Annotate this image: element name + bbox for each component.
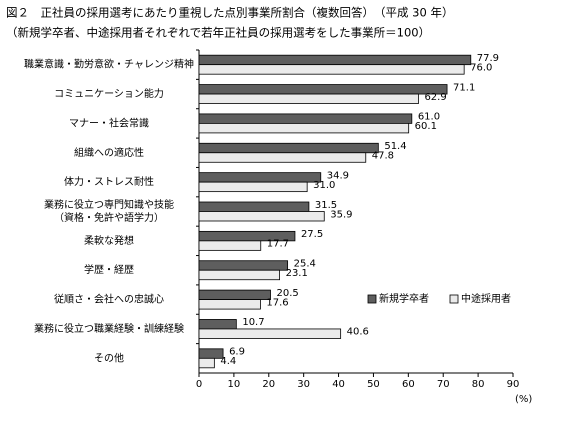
bar <box>198 201 310 212</box>
y-tick-label: 学歴・経歴 <box>84 263 134 276</box>
x-tick-label: 90 <box>507 379 520 390</box>
bar <box>198 211 325 222</box>
legend-swatch <box>367 294 377 304</box>
value-label: 71.1 <box>453 82 475 93</box>
x-tick-label: 30 <box>297 379 310 390</box>
value-label: 61.0 <box>418 112 440 123</box>
value-label: 47.8 <box>372 151 394 162</box>
bar <box>198 289 271 300</box>
legend-label: 中途採用者 <box>461 292 511 305</box>
value-label: 40.6 <box>347 327 369 338</box>
y-tick-label: 業務に役立つ専門知識や技能（資格・免許や語学力） <box>44 198 174 224</box>
value-label: 62.9 <box>424 92 446 103</box>
value-label: 4.4 <box>220 356 236 367</box>
value-label: 17.6 <box>266 297 288 308</box>
y-tick-label: 体力・ストレス耐性 <box>64 175 154 188</box>
bar <box>198 319 237 330</box>
legend-label: 新規学卒者 <box>379 292 429 305</box>
y-tick-label: その他 <box>94 351 124 364</box>
y-tick-label: 組織への適応性 <box>74 146 144 159</box>
bar <box>198 123 410 134</box>
value-label: 31.5 <box>315 200 337 211</box>
bar <box>198 357 215 369</box>
bar <box>198 299 261 310</box>
value-label: 17.7 <box>267 239 289 250</box>
x-tick-label: 60 <box>402 379 415 390</box>
bar <box>198 152 367 163</box>
value-label: 76.0 <box>470 62 492 73</box>
y-tick-label: コミュニケーション能力 <box>54 87 164 100</box>
value-label: 10.7 <box>242 317 264 328</box>
value-label: 6.9 <box>229 347 245 358</box>
x-tick-label: 0 <box>196 379 202 390</box>
chart-title: 図２ 正社員の採用選考にあたり重視した点別事業所割合（複数回答） （平成 30 … <box>6 6 453 20</box>
x-tick-label: 80 <box>472 379 485 390</box>
bar <box>198 84 448 95</box>
value-label: 60.1 <box>415 121 437 132</box>
x-tick-label: 40 <box>332 379 345 390</box>
chart-subtitle: （新規学卒者、中途採用者それぞれで若年正社員の採用選考をした事業所＝100） <box>6 26 430 40</box>
bar <box>198 54 472 66</box>
value-label: 51.4 <box>384 141 406 152</box>
bar <box>198 181 308 193</box>
bar <box>198 142 379 154</box>
x-axis-label: (%) <box>515 394 532 405</box>
bar <box>198 93 419 104</box>
y-tick-label: 柔軟な発想 <box>84 234 134 247</box>
bar <box>198 260 289 271</box>
value-label: 20.5 <box>277 288 299 299</box>
legend-swatch <box>449 294 459 304</box>
y-tick-label: マナー・社会常識 <box>69 116 149 129</box>
x-tick-label: 50 <box>367 379 380 390</box>
bar <box>198 64 465 75</box>
x-tick-label: 20 <box>262 379 275 390</box>
value-label: 23.1 <box>286 268 308 279</box>
value-label: 25.4 <box>294 258 316 269</box>
bar <box>198 113 413 124</box>
y-tick-label: 従順さ・会社への忠誠心 <box>54 293 164 306</box>
bar <box>198 328 342 339</box>
bar <box>198 172 322 183</box>
value-label: 31.0 <box>313 180 335 191</box>
y-tick-label: 業務に役立つ職業経験・訓練経験 <box>34 322 184 335</box>
value-label: 34.9 <box>327 170 349 181</box>
value-label: 35.9 <box>330 209 352 220</box>
bar <box>198 269 280 281</box>
bar <box>198 240 262 251</box>
value-label: 27.5 <box>301 229 323 240</box>
x-tick-label: 10 <box>228 379 241 390</box>
x-tick-label: 70 <box>437 379 450 390</box>
y-tick-label: 職業意識・勤労意欲・チャレンジ精神 <box>24 58 194 71</box>
value-label: 77.9 <box>477 53 499 64</box>
